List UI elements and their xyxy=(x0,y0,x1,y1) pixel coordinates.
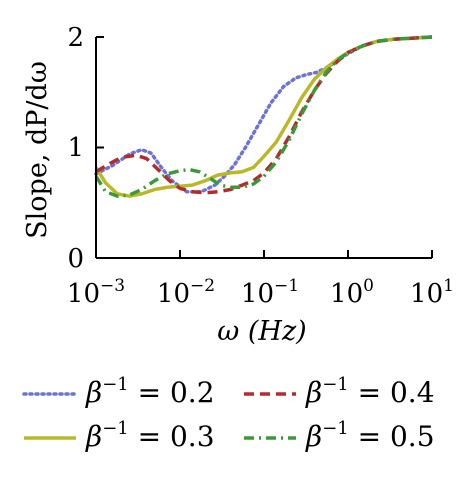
legend-item: β−1 = 0.4 xyxy=(244,374,435,409)
series-line-1 xyxy=(94,35,434,194)
y-tick-label: 1 xyxy=(67,133,84,163)
legend-item: β−1 = 0.2 xyxy=(22,374,215,409)
y-tick-label: 0 xyxy=(67,244,84,274)
x-tick-label: 100 xyxy=(330,276,374,309)
x-ticks: 10−3 10−2 10−1 100 101 xyxy=(67,250,454,309)
y-tick-label: 2 xyxy=(67,23,84,53)
legend-label: β−1 = 0.2 xyxy=(85,374,215,409)
legend-label: β−1 = 0.4 xyxy=(305,374,435,409)
plot-lines xyxy=(94,35,434,198)
x-tick-label: 10−1 xyxy=(241,276,299,309)
x-axis-label: ω (Hz) xyxy=(217,316,306,347)
legend-item: β−1 = 0.5 xyxy=(244,418,435,453)
legend-label: β−1 = 0.5 xyxy=(305,418,435,453)
x-tick-label: 10−3 xyxy=(67,276,125,309)
legend-item: β−1 = 0.3 xyxy=(24,418,215,453)
x-tick-label: 101 xyxy=(410,276,454,309)
y-axis-label: Slope, dP/dω xyxy=(22,61,53,239)
axes xyxy=(95,37,432,259)
legend: β−1 = 0.2 β−1 = 0.3 β−1 = 0.4 β−1 = 0.5 xyxy=(22,374,435,453)
legend-label: β−1 = 0.3 xyxy=(85,418,215,453)
y-ticks: 0 1 2 xyxy=(67,23,104,274)
x-tick-label: 10−2 xyxy=(157,276,215,309)
